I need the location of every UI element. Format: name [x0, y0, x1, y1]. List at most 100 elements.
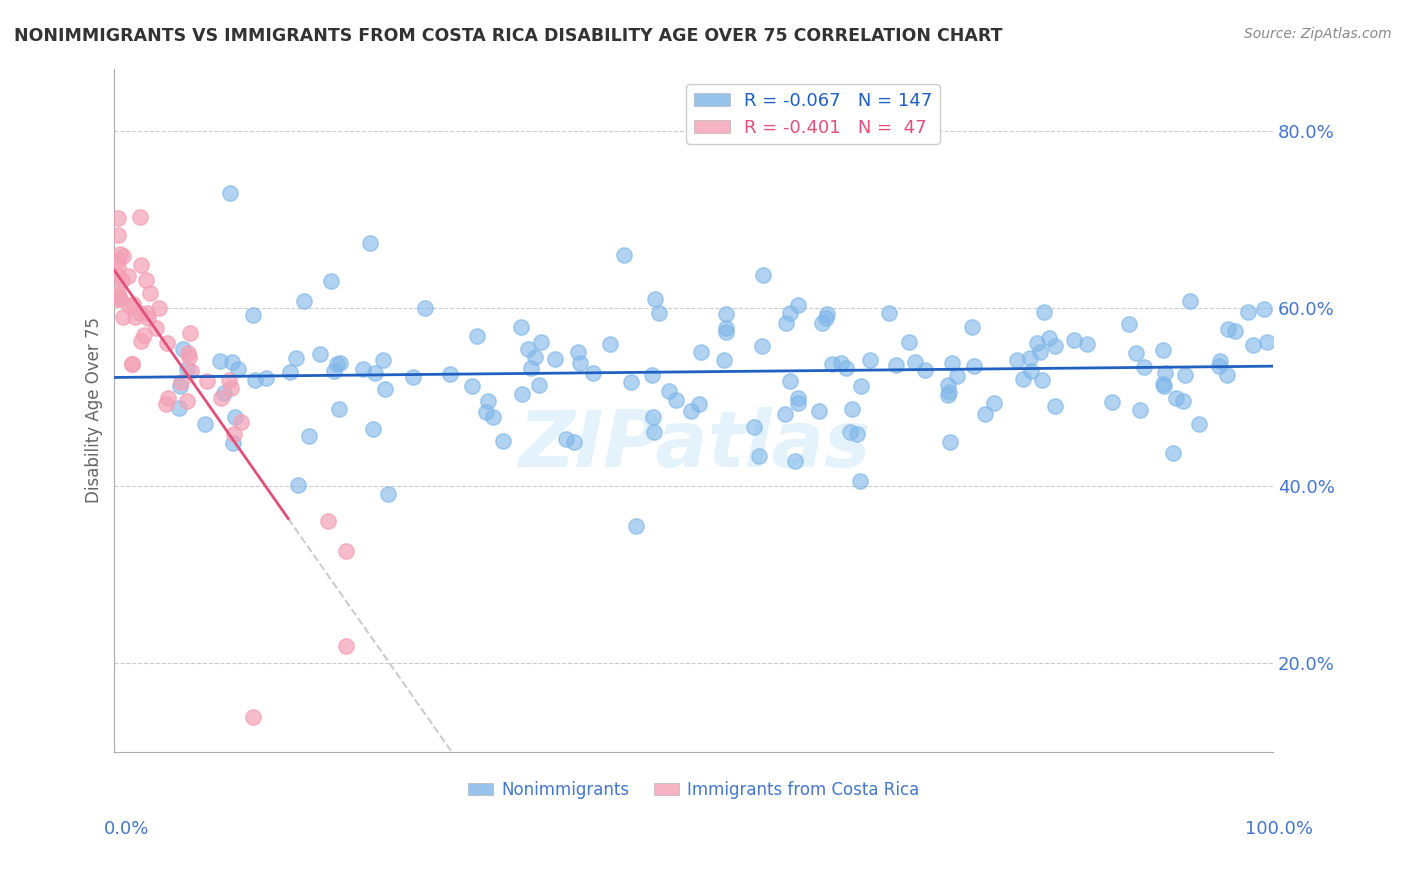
Point: [107, 228, 129, 243]
Point: [477, 394, 499, 409]
Point: [226, 361, 249, 376]
Point: [222, 436, 245, 450]
Point: [214, 386, 236, 401]
Point: [124, 310, 146, 325]
Point: [218, 373, 240, 387]
Point: [461, 379, 484, 393]
Point: [841, 401, 863, 416]
Point: [1188, 417, 1211, 432]
Point: [1225, 324, 1247, 338]
Point: [492, 434, 515, 449]
Text: ZIPatlas: ZIPatlas: [517, 407, 870, 483]
Point: [914, 363, 936, 377]
Point: [335, 639, 357, 653]
Point: [156, 335, 179, 350]
Point: [326, 357, 349, 371]
Point: [946, 369, 969, 384]
Point: [821, 358, 844, 372]
Point: [254, 371, 277, 385]
Point: [786, 298, 808, 312]
Point: [524, 350, 547, 364]
Point: [128, 306, 150, 320]
Point: [107, 269, 129, 284]
Point: [936, 377, 959, 392]
Point: [1174, 368, 1197, 383]
Point: [176, 394, 198, 409]
Point: [1152, 343, 1174, 357]
Point: [287, 478, 309, 492]
Point: [562, 435, 585, 450]
Point: [775, 316, 797, 330]
Point: [838, 425, 860, 439]
Point: [1153, 378, 1175, 392]
Point: [555, 432, 578, 446]
Point: [527, 377, 550, 392]
Point: [222, 426, 245, 441]
Point: [117, 269, 139, 284]
Text: 100.0%: 100.0%: [1246, 820, 1313, 838]
Point: [1208, 359, 1230, 374]
Point: [110, 273, 132, 287]
Point: [308, 346, 330, 360]
Point: [713, 353, 735, 368]
Point: [849, 474, 872, 488]
Point: [688, 397, 710, 411]
Point: [1208, 354, 1230, 368]
Point: [643, 410, 665, 425]
Point: [938, 385, 960, 400]
Point: [648, 306, 671, 320]
Point: [884, 358, 907, 372]
Point: [132, 327, 155, 342]
Point: [209, 391, 232, 405]
Point: [939, 434, 962, 449]
Point: [323, 364, 346, 378]
Point: [714, 307, 737, 321]
Point: [145, 320, 167, 334]
Point: [748, 449, 770, 463]
Point: [779, 374, 801, 388]
Point: [177, 345, 200, 359]
Point: [775, 407, 797, 421]
Point: [224, 410, 246, 425]
Point: [1161, 446, 1184, 460]
Point: [120, 299, 142, 313]
Point: [374, 383, 396, 397]
Point: [208, 354, 231, 368]
Point: [815, 307, 838, 321]
Point: [195, 375, 218, 389]
Point: [219, 186, 242, 200]
Point: [1029, 344, 1052, 359]
Point: [1253, 302, 1275, 317]
Point: [815, 311, 838, 326]
Point: [1166, 391, 1188, 405]
Point: [475, 405, 498, 419]
Point: [135, 306, 157, 320]
Point: [1216, 368, 1239, 382]
Point: [177, 350, 200, 364]
Point: [1043, 339, 1066, 353]
Point: [335, 544, 357, 558]
Point: [1005, 352, 1028, 367]
Point: [582, 366, 605, 380]
Point: [284, 351, 307, 365]
Point: [1152, 376, 1174, 391]
Point: [658, 384, 681, 398]
Point: [465, 329, 488, 343]
Point: [624, 518, 647, 533]
Point: [643, 425, 665, 439]
Point: [1019, 351, 1042, 365]
Point: [359, 235, 381, 250]
Point: [599, 336, 621, 351]
Point: [510, 387, 533, 401]
Point: [751, 339, 773, 353]
Point: [108, 246, 131, 260]
Point: [107, 289, 129, 303]
Point: [292, 294, 315, 309]
Point: [373, 352, 395, 367]
Point: [111, 310, 134, 324]
Point: [108, 292, 131, 306]
Point: [714, 321, 737, 335]
Text: 0.0%: 0.0%: [104, 820, 149, 838]
Point: [1180, 294, 1202, 309]
Point: [1237, 305, 1260, 319]
